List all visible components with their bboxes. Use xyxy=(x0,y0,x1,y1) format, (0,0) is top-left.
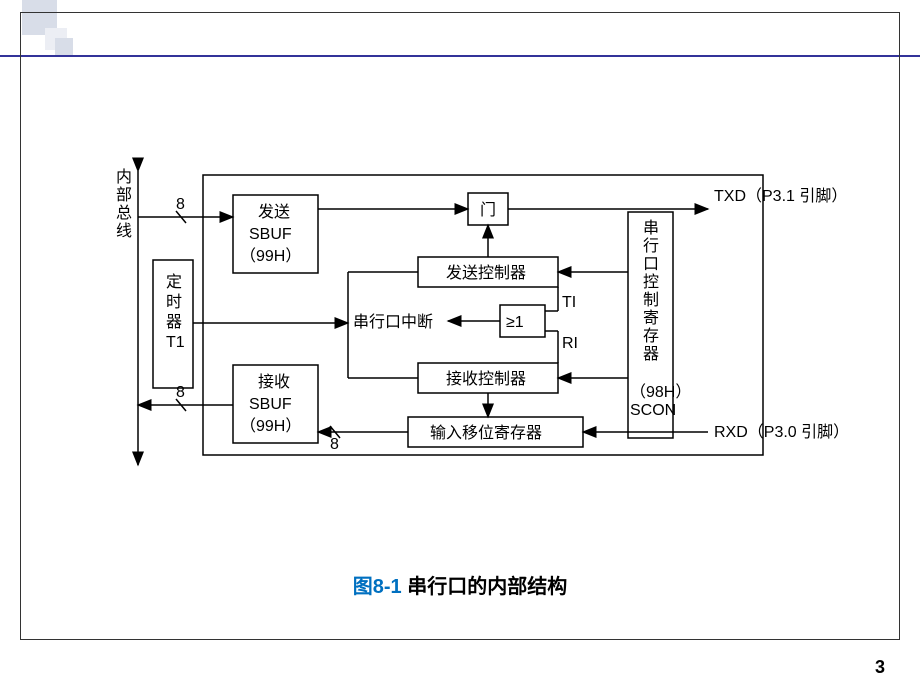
interrupt-label: 串行口中断 xyxy=(353,313,433,331)
tx-sbuf-l1: 发送 xyxy=(258,203,290,221)
shift-reg-label: 输入移位寄存器 xyxy=(430,424,542,442)
gate-label: 门 xyxy=(480,201,496,219)
rx-ctrl-label: 接收控制器 xyxy=(446,370,526,388)
rxd-label: RXD（P3.0 引脚） xyxy=(714,423,848,441)
scon-l3: SCON xyxy=(630,402,676,419)
ri-label: RI xyxy=(562,335,578,352)
page-number: 3 xyxy=(875,657,885,678)
rx-sbuf-l3: （99H） xyxy=(240,417,301,435)
rx-sbuf-l2: SBUF xyxy=(249,396,292,413)
figure-caption: 图8-1 串行口的内部结构 xyxy=(0,570,920,599)
txd-label: TXD（P3.1 引脚） xyxy=(714,187,847,205)
rx-sbuf-l1: 接收 xyxy=(258,373,290,391)
ti-label: TI xyxy=(562,294,576,311)
or-gate-label: ≥1 xyxy=(506,314,524,331)
bus8-3: 8 xyxy=(330,436,339,453)
tx-sbuf-l2: SBUF xyxy=(249,226,292,243)
block-diagram: 内部总线 定时器T1 发送 SBUF （99H） 接收 SBUF （99H） 门… xyxy=(98,155,848,495)
caption-text: 串行口的内部结构 xyxy=(402,576,568,598)
bus-label: 内部总线 xyxy=(116,168,132,240)
caption-prefix: 图8-1 xyxy=(353,576,402,598)
bus8-1: 8 xyxy=(176,196,185,213)
tx-sbuf-l3: （99H） xyxy=(240,247,301,265)
bus8-2: 8 xyxy=(176,384,185,401)
scon-l2: （98H） xyxy=(630,383,691,401)
tx-ctrl-label: 发送控制器 xyxy=(446,264,526,282)
